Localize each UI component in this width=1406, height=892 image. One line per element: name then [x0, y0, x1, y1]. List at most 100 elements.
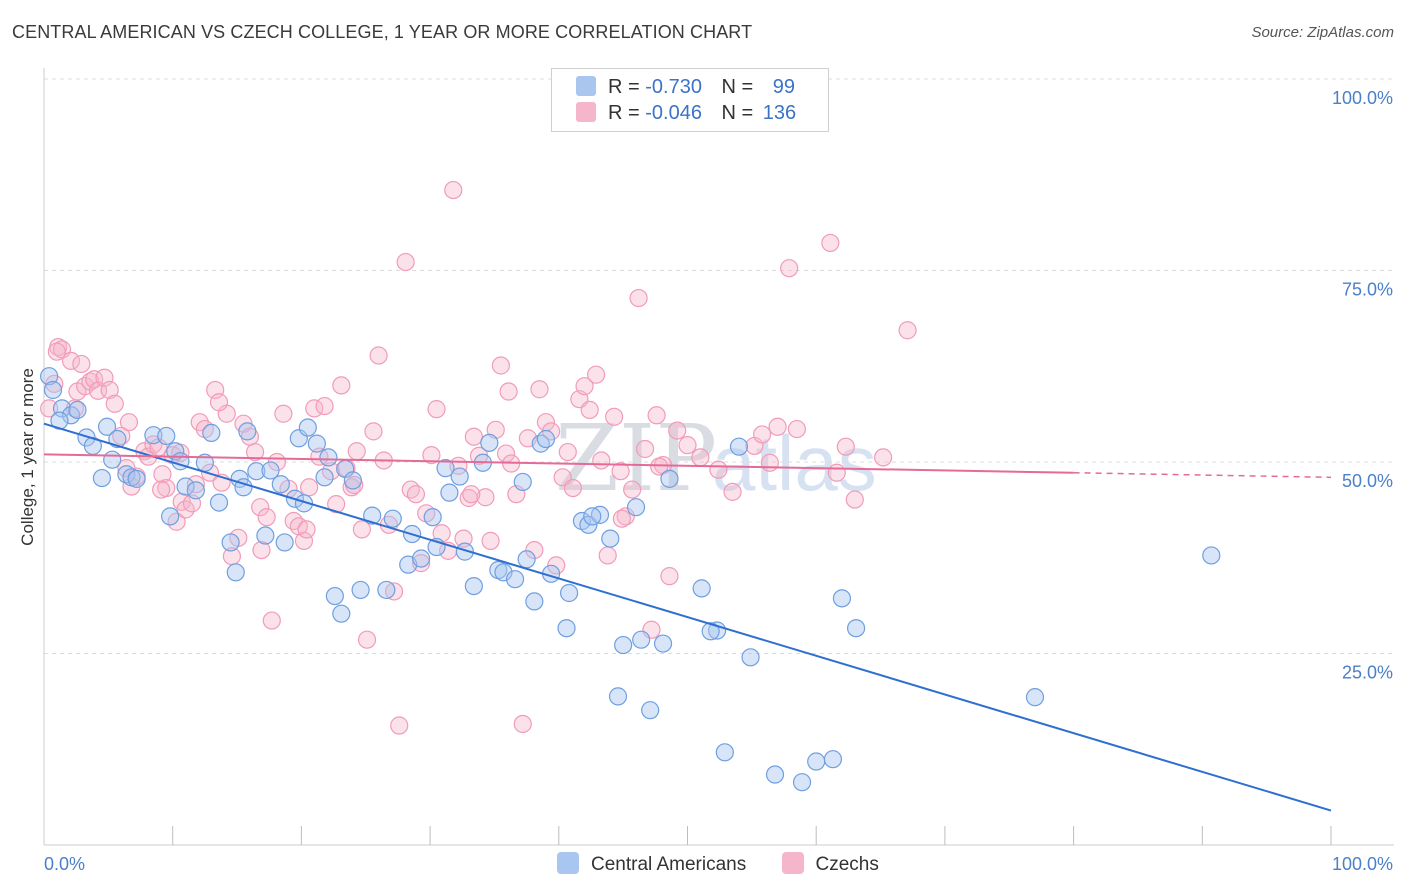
- data-point: [499, 382, 518, 401]
- data-point: [768, 417, 787, 436]
- data-point: [823, 750, 843, 769]
- data-point: [144, 426, 163, 445]
- data-point: [692, 579, 711, 598]
- data-point: [608, 687, 628, 706]
- source-label: Source: ZipAtlas.com: [1251, 24, 1394, 41]
- data-point: [396, 252, 415, 272]
- data-point: [559, 583, 579, 603]
- data-point: [221, 533, 240, 552]
- data-point: [332, 376, 351, 395]
- data-point: [262, 611, 281, 630]
- data-point: [422, 446, 441, 465]
- data-point: [40, 399, 59, 418]
- data-point: [284, 511, 303, 531]
- data-point: [753, 425, 772, 444]
- data-point: [92, 468, 112, 488]
- series-label: Czechs: [815, 854, 879, 875]
- data-point: [832, 589, 852, 608]
- data-point: [319, 448, 338, 467]
- data-point: [357, 630, 377, 649]
- data-point: [678, 436, 697, 455]
- series-label: Central Americans: [591, 854, 747, 875]
- data-point: [635, 439, 655, 459]
- legend-r-value: -0.730: [645, 76, 702, 98]
- data-point: [579, 515, 598, 534]
- data-point: [780, 259, 799, 278]
- data-point: [494, 563, 513, 582]
- data-point: [176, 477, 195, 496]
- data-point: [827, 463, 846, 482]
- data-point: [119, 413, 139, 432]
- czech-trend-line: [43, 453, 1074, 474]
- correlation-legend: R = -0.730 N = 99 R = -0.046 N = 136: [551, 68, 829, 132]
- data-point: [297, 520, 316, 539]
- data-point: [384, 582, 404, 601]
- central-american-trend-line: [43, 422, 1332, 812]
- data-point: [315, 468, 334, 487]
- y-tick-label: 75.0%: [1342, 280, 1393, 300]
- data-point: [660, 567, 679, 586]
- data-point: [598, 546, 617, 565]
- data-point: [765, 765, 785, 784]
- series-legend: Central Americans Czechs: [557, 852, 909, 876]
- series-legend-czechs[interactable]: Czechs: [781, 852, 879, 876]
- data-point: [427, 400, 446, 419]
- data-point: [1202, 546, 1221, 565]
- data-point: [1025, 688, 1045, 707]
- data-point: [632, 630, 651, 649]
- data-point: [846, 619, 866, 638]
- data-point: [432, 524, 451, 543]
- data-point: [530, 380, 549, 399]
- data-point: [209, 493, 229, 512]
- axes: [43, 68, 1394, 846]
- data-point: [614, 635, 633, 655]
- data-point: [898, 321, 917, 340]
- data-point: [103, 450, 122, 469]
- data-point: [476, 488, 495, 507]
- legend-row-central-americans: R = -0.730 N = 99: [576, 76, 795, 100]
- data-point: [352, 520, 371, 539]
- data-point: [166, 442, 185, 461]
- legend-r-value: -0.046: [645, 102, 702, 124]
- data-point: [238, 422, 257, 441]
- x-tick-label-min: 0.0%: [44, 854, 85, 874]
- data-point: [152, 480, 171, 499]
- trend-lines: [43, 422, 1332, 812]
- series-swatch-pink: [781, 852, 804, 874]
- data-point: [525, 592, 544, 611]
- data-point: [274, 404, 293, 423]
- data-point: [760, 453, 779, 472]
- data-point: [462, 485, 481, 504]
- data-point: [61, 351, 81, 370]
- data-point: [715, 743, 734, 762]
- data-point: [332, 604, 351, 623]
- data-point: [450, 467, 469, 486]
- y-tick-label: 100.0%: [1332, 88, 1393, 108]
- data-point: [464, 576, 483, 596]
- data-point: [343, 471, 362, 490]
- series-legend-central-americans[interactable]: Central Americans: [557, 852, 746, 876]
- x-ticks: [172, 826, 1332, 845]
- data-point: [605, 407, 624, 426]
- data-point: [257, 508, 276, 527]
- data-point: [701, 622, 720, 641]
- data-point: [729, 437, 749, 456]
- data-point: [315, 396, 334, 416]
- data-point: [821, 233, 840, 253]
- data-point: [601, 529, 620, 548]
- data-point: [364, 422, 383, 441]
- legend-n-value: 99: [772, 76, 796, 98]
- data-point: [590, 505, 610, 524]
- data-point: [455, 542, 474, 561]
- data-point: [383, 509, 402, 528]
- data-point: [583, 507, 602, 526]
- data-point: [807, 752, 826, 771]
- data-point: [100, 380, 119, 400]
- data-point: [40, 367, 59, 386]
- data-point: [653, 634, 673, 653]
- data-point: [836, 437, 855, 456]
- data-point: [626, 498, 646, 517]
- data-point: [845, 490, 864, 509]
- data-point: [647, 406, 666, 425]
